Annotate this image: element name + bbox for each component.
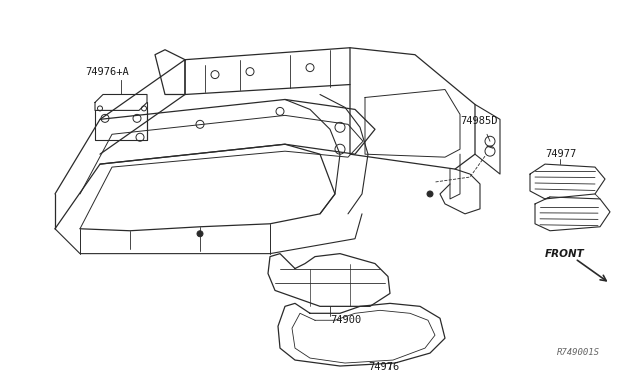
Text: 74900: 74900 <box>330 315 361 325</box>
Text: 74976+A: 74976+A <box>85 67 129 77</box>
Text: FRONT: FRONT <box>545 248 585 259</box>
Text: 74976: 74976 <box>368 362 399 372</box>
Circle shape <box>197 231 203 237</box>
Text: 74977: 74977 <box>545 149 576 159</box>
Text: R749001S: R749001S <box>557 348 600 357</box>
Circle shape <box>427 191 433 197</box>
Text: 74985D: 74985D <box>460 116 497 126</box>
